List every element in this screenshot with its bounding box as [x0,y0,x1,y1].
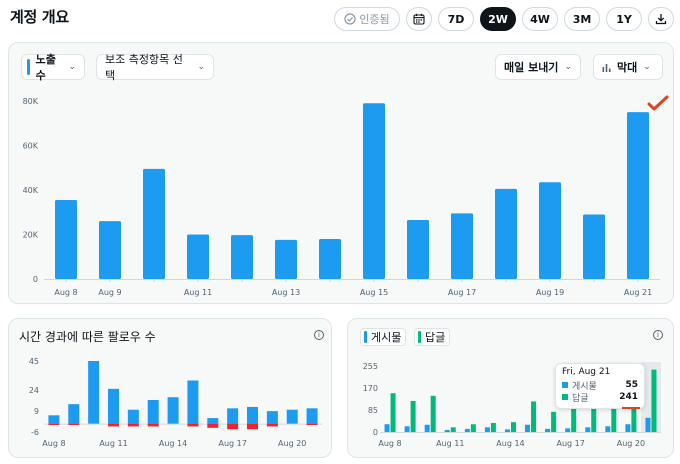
tooltip-replies-label: 답글 [572,393,589,404]
tooltip-posts-value: 55 [625,380,638,390]
followers-card-title: 시간 경과에 따른 팔로우 수 [19,330,156,344]
chevron-down-icon: ⌄ [68,62,76,72]
chevron-down-icon: ⌄ [643,62,651,72]
range-2w-button[interactable]: 2W [480,7,516,31]
metric-dropdown-label: 노출수 [35,53,56,82]
range-4w-button[interactable]: 4W [522,7,558,31]
download-button[interactable] [648,7,674,31]
export-dropdown[interactable]: 매일 보내기 ⌄ [495,54,581,80]
legend-replies[interactable]: 답글 [414,328,451,346]
followers-card: 시간 경과에 따른 팔로우 수 i [8,318,332,458]
verified-filter-button[interactable]: 인증됨 [334,7,400,31]
chart-tooltip: Fri, Aug 21 게시물 55 답글 241 [555,363,645,409]
export-dropdown-label: 매일 보내기 [504,61,559,74]
download-icon [655,13,667,25]
posts-swatch [562,382,568,388]
verified-label: 인증됨 [359,13,390,26]
chevron-down-icon: ⌄ [564,62,572,72]
calendar-button[interactable] [406,7,432,31]
info-icon[interactable]: i [314,330,324,340]
impressions-card: 노출수 ⌄ 보조 측정항목 선택 ⌄ 매일 보내기 ⌄ 막대 ⌄ [8,42,674,304]
chart-type-dropdown[interactable]: 막대 ⌄ [593,54,663,80]
metric-dropdown[interactable]: 노출수 ⌄ [21,53,85,82]
page-title: 계정 개요 [10,8,69,26]
legend-replies-label: 답글 [425,331,446,344]
replies-swatch [418,331,421,343]
legend-posts[interactable]: 게시물 [360,328,407,346]
checkmark-annotation-icon [647,95,669,111]
check-circle-icon [344,13,356,25]
tooltip-replies-row: 답글 241 [562,391,638,404]
tooltip-posts-row: 게시물 55 [562,379,638,392]
range-7d-button[interactable]: 7D [438,7,474,31]
chart-type-label: 막대 [617,61,638,74]
legend-posts-label: 게시물 [371,331,402,344]
secondary-metric-label: 보조 측정항목 선택 [105,53,183,82]
info-icon[interactable]: i [653,330,663,340]
posts-swatch [364,331,367,343]
top-controls: 인증됨 7D 2W 4W 3M 1Y [334,7,674,31]
range-1y-button[interactable]: 1Y [606,7,642,31]
tooltip-replies-value: 241 [619,392,638,402]
range-3m-button[interactable]: 3M [564,7,600,31]
replies-swatch [562,394,568,400]
highlight-underline [622,407,640,409]
secondary-metric-dropdown[interactable]: 보조 측정항목 선택 ⌄ [96,53,214,82]
bar-chart-icon [602,63,611,72]
tooltip-posts-label: 게시물 [572,381,597,392]
chevron-down-icon: ⌄ [197,62,205,72]
tooltip-date: Fri, Aug 21 [562,367,611,377]
metric-color-marker [27,59,30,75]
calendar-icon [413,13,425,25]
